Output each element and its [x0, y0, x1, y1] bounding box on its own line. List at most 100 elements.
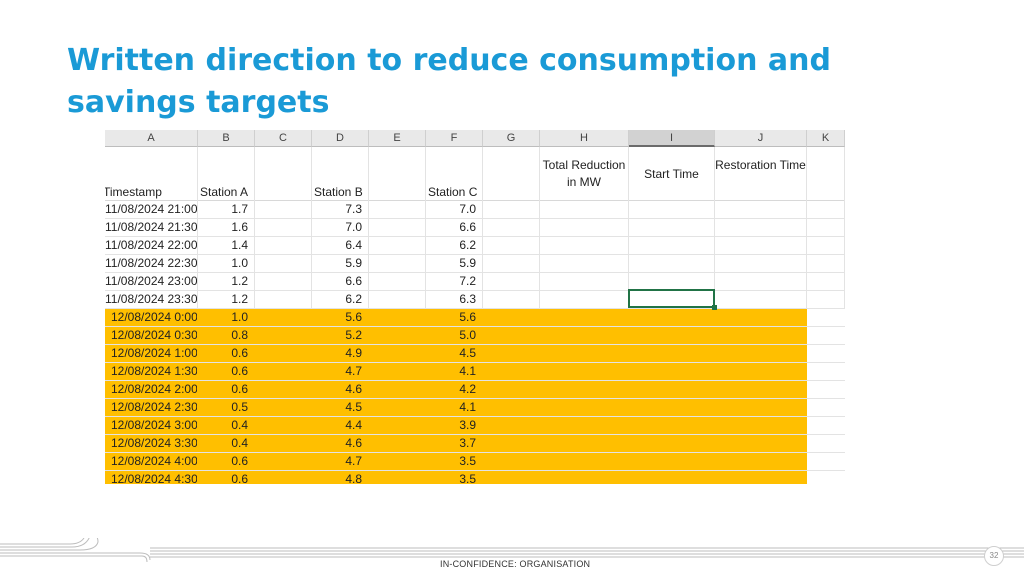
cell-c[interactable]: [255, 381, 312, 399]
cell-j[interactable]: [715, 291, 807, 309]
cell-k[interactable]: [807, 309, 845, 327]
cell-station-c[interactable]: 6.6: [426, 219, 483, 237]
header-cell-h[interactable]: Total Reduction in MW: [540, 147, 629, 201]
cell-station-a[interactable]: 0.4: [231, 436, 248, 450]
cell-k[interactable]: [807, 201, 845, 219]
cell-timestamp[interactable]: 12/08/2024 3:30: [111, 436, 198, 450]
cell-k[interactable]: [807, 435, 845, 453]
cell-g[interactable]: [483, 471, 540, 484]
cell-i[interactable]: [629, 381, 715, 399]
cell-j[interactable]: [715, 363, 807, 381]
column-header-j[interactable]: J: [715, 130, 807, 147]
header-cell-k[interactable]: [807, 147, 845, 201]
cell-timestamp[interactable]: 12/08/2024 3:00: [111, 418, 198, 432]
cell-station-c[interactable]: 5.0: [459, 328, 476, 342]
cell-i[interactable]: [629, 471, 715, 484]
cell-station-a[interactable]: 0.4: [231, 418, 248, 432]
cell-station-a[interactable]: 1.0: [198, 255, 255, 273]
cell-station-b[interactable]: 6.6: [312, 273, 369, 291]
cell-k[interactable]: [807, 399, 845, 417]
cell-e[interactable]: [369, 291, 426, 309]
cell-c[interactable]: [255, 417, 312, 435]
cell-i[interactable]: [629, 237, 715, 255]
header-cell-f[interactable]: Station C: [426, 147, 483, 201]
cell-station-b[interactable]: 6.4: [312, 237, 369, 255]
cell-timestamp[interactable]: 11/08/2024 22:30: [105, 255, 198, 273]
cell-i[interactable]: [629, 219, 715, 237]
cell-h[interactable]: [540, 255, 629, 273]
cell-k[interactable]: [807, 381, 845, 399]
cell-k[interactable]: [807, 291, 845, 309]
cell-c[interactable]: [255, 309, 312, 327]
cell-station-a[interactable]: 1.2: [198, 291, 255, 309]
header-cell-c[interactable]: [255, 147, 312, 201]
cell-g[interactable]: [483, 381, 540, 399]
cell-station-b[interactable]: 5.6: [345, 310, 362, 324]
cell-g[interactable]: [483, 435, 540, 453]
cell-station-a[interactable]: 0.8: [231, 328, 248, 342]
column-header-e[interactable]: E: [369, 130, 426, 147]
cell-station-a[interactable]: 0.6: [231, 346, 248, 360]
cell-station-b[interactable]: 4.9: [345, 346, 362, 360]
cell-e[interactable]: [369, 363, 426, 381]
header-cell-g[interactable]: [483, 147, 540, 201]
header-cell-j[interactable]: Restoration Time: [715, 147, 807, 201]
cell-g[interactable]: [483, 309, 540, 327]
cell-station-c[interactable]: 5.6: [459, 310, 476, 324]
cell-c[interactable]: [255, 399, 312, 417]
cell-i[interactable]: [629, 435, 715, 453]
cell-c[interactable]: [255, 201, 312, 219]
cell-i[interactable]: [629, 327, 715, 345]
cell-timestamp[interactable]: 12/08/2024 4:30: [111, 472, 198, 484]
cell-station-a[interactable]: 0.6: [231, 472, 248, 484]
cell-station-b[interactable]: 7.3: [312, 201, 369, 219]
fill-handle[interactable]: [712, 305, 717, 310]
cell-station-c[interactable]: 3.5: [459, 472, 476, 484]
cell-station-a[interactable]: 1.2: [198, 273, 255, 291]
cell-g[interactable]: [483, 363, 540, 381]
cell-h[interactable]: [540, 219, 629, 237]
cell-g[interactable]: [483, 255, 540, 273]
cell-j[interactable]: [715, 435, 807, 453]
cell-e[interactable]: [369, 435, 426, 453]
cell-g[interactable]: [483, 201, 540, 219]
cell-j[interactable]: [715, 417, 807, 435]
cell-i[interactable]: [629, 273, 715, 291]
cell-i[interactable]: [629, 309, 715, 327]
cell-station-b[interactable]: 7.0: [312, 219, 369, 237]
cell-e[interactable]: [369, 309, 426, 327]
cell-timestamp[interactable]: 11/08/2024 22:00: [105, 237, 198, 255]
cell-timestamp[interactable]: 12/08/2024 0:00: [111, 310, 198, 324]
cell-h[interactable]: [540, 435, 629, 453]
cell-k[interactable]: [807, 471, 845, 484]
cell-g[interactable]: [483, 399, 540, 417]
cell-timestamp[interactable]: 12/08/2024 0:30: [111, 328, 198, 342]
cell-timestamp[interactable]: 12/08/2024 1:00: [111, 346, 198, 360]
cell-timestamp[interactable]: 12/08/2024 2:30: [111, 400, 198, 414]
cell-h[interactable]: [540, 273, 629, 291]
cell-station-c[interactable]: 4.5: [459, 346, 476, 360]
cell-h[interactable]: [540, 291, 629, 309]
cell-station-c[interactable]: 4.2: [459, 382, 476, 396]
cell-j[interactable]: [715, 381, 807, 399]
column-header-g[interactable]: G: [483, 130, 540, 147]
cell-c[interactable]: [255, 363, 312, 381]
cell-e[interactable]: [369, 219, 426, 237]
cell-station-c[interactable]: 7.2: [426, 273, 483, 291]
cell-g[interactable]: [483, 417, 540, 435]
cell-h[interactable]: [540, 309, 629, 327]
cell-g[interactable]: [483, 219, 540, 237]
cell-station-a[interactable]: 0.6: [231, 454, 248, 468]
cell-c[interactable]: [255, 327, 312, 345]
cell-j[interactable]: [715, 345, 807, 363]
cell-station-b[interactable]: 4.4: [345, 418, 362, 432]
cell-i[interactable]: [629, 255, 715, 273]
cell-station-b[interactable]: 5.9: [312, 255, 369, 273]
cell-c[interactable]: [255, 435, 312, 453]
column-header-b[interactable]: B: [198, 130, 255, 147]
cell-timestamp[interactable]: 11/08/2024 21:30: [105, 219, 198, 237]
cell-station-a[interactable]: 1.7: [198, 201, 255, 219]
cell-station-b[interactable]: 4.6: [345, 436, 362, 450]
cell-e[interactable]: [369, 453, 426, 471]
cell-e[interactable]: [369, 327, 426, 345]
